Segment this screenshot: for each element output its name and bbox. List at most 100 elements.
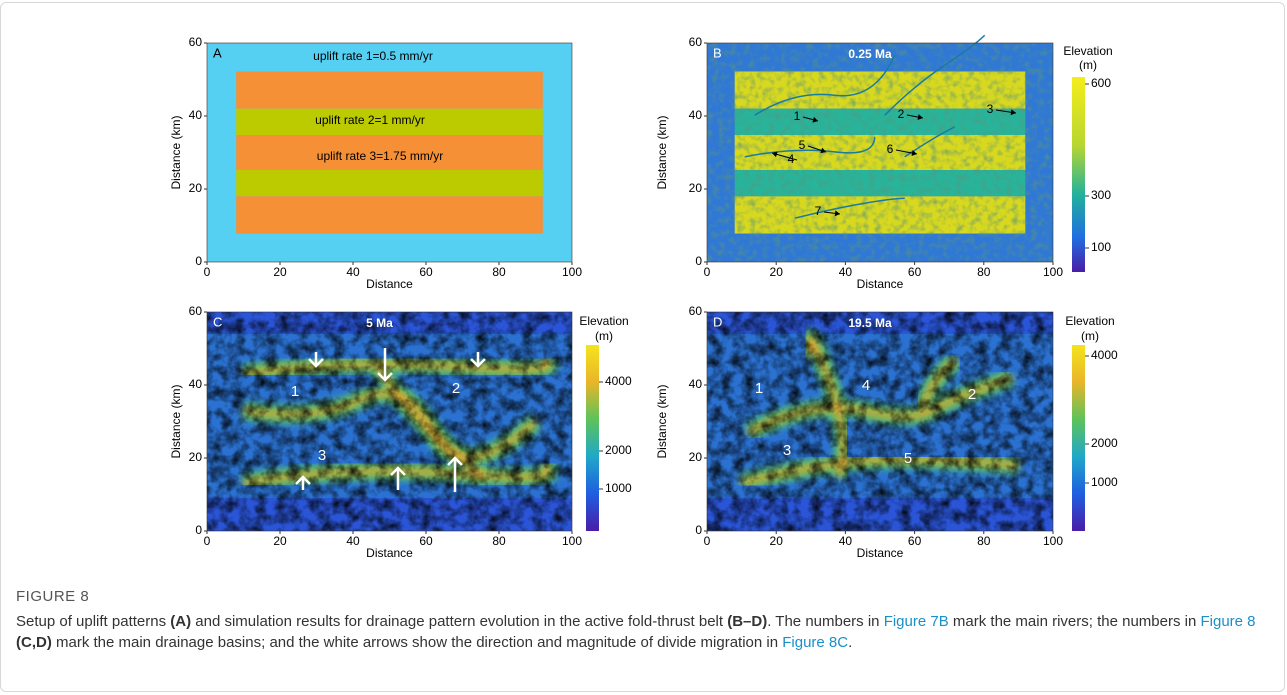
y-tick-label: 40 xyxy=(689,377,703,391)
x-tick-label: 20 xyxy=(273,534,287,548)
x-tick-label: 80 xyxy=(492,534,506,548)
river xyxy=(794,197,905,219)
caption-text: Setup of uplift patterns xyxy=(16,613,171,630)
y-tick-label: 40 xyxy=(189,377,203,391)
x-tick-label: 40 xyxy=(839,265,853,279)
x-tick-label: 80 xyxy=(492,265,506,279)
uplift-zone xyxy=(236,170,543,197)
time-label: 0.25 Ma xyxy=(848,47,892,61)
river-label: 6 xyxy=(887,142,894,156)
time-label: 5 Ma xyxy=(366,316,393,330)
river xyxy=(754,54,896,116)
y-tick-label: 20 xyxy=(189,181,203,195)
y-tick-label: 20 xyxy=(689,181,703,195)
uplift-zone xyxy=(236,196,543,234)
terrain-texture xyxy=(207,312,572,531)
basin-label: 2 xyxy=(452,380,460,397)
caption-text: mark the main drainage basins; and the w… xyxy=(51,634,783,651)
panel-letter: A xyxy=(213,45,222,60)
y-tick-label: 60 xyxy=(189,304,203,318)
caption-text: mark the main rivers; the numbers in xyxy=(948,613,1201,630)
caption-text: . The numbers in xyxy=(767,613,884,630)
colorbar-tick-label: 600 xyxy=(1091,76,1111,90)
x-tick-label: 80 xyxy=(977,265,991,279)
y-tick-label: 60 xyxy=(689,35,703,49)
river-label: 4 xyxy=(788,152,795,166)
y-tick-label: 0 xyxy=(195,523,202,537)
x-tick-label: 0 xyxy=(704,534,711,548)
colorbar-tick-label: 300 xyxy=(1091,188,1111,202)
migration-arrow-head xyxy=(390,466,406,476)
river-label: 1 xyxy=(794,109,801,123)
panel-letter: D xyxy=(713,314,722,329)
uplift-zone xyxy=(236,134,543,171)
y-tick-label: 0 xyxy=(695,254,702,268)
y-tick-label: 20 xyxy=(689,450,703,464)
terrain-texture xyxy=(707,312,1053,531)
caption-text: . xyxy=(848,634,853,651)
figure-link[interactable]: Figure 8 xyxy=(1200,613,1256,630)
colorbar xyxy=(586,345,599,531)
figure-link[interactable]: Figure 7B xyxy=(883,613,949,630)
x-tick-label: 60 xyxy=(419,534,433,548)
migration-arrow-head xyxy=(447,456,463,466)
x-tick-label: 40 xyxy=(346,534,360,548)
arrow-head xyxy=(812,116,818,123)
x-tick-label: 100 xyxy=(562,265,582,279)
river-label: 7 xyxy=(815,204,822,218)
basin-label: 1 xyxy=(291,383,299,400)
colorbar-unit: (m) xyxy=(1079,58,1097,72)
x-axis-label: Distance xyxy=(857,546,904,560)
basin-label: 2 xyxy=(968,386,976,403)
y-tick-label: 60 xyxy=(689,304,703,318)
y-axis-label: Distance (km) xyxy=(655,115,669,189)
arrow-head xyxy=(834,210,840,217)
colorbar-tick-label: 2000 xyxy=(1091,436,1118,450)
y-tick-label: 40 xyxy=(689,108,703,122)
uplift-zone xyxy=(236,71,543,109)
time-label: 19.5 Ma xyxy=(848,316,892,330)
caption-text: (A) xyxy=(170,613,192,630)
figure-link[interactable]: Figure 8C xyxy=(782,634,849,651)
colorbar xyxy=(1072,77,1085,272)
x-tick-label: 60 xyxy=(908,534,922,548)
figure-caption: Setup of uplift patterns (A) and simulat… xyxy=(16,611,1266,653)
river-label: 2 xyxy=(898,107,905,121)
y-axis-label: Distance (km) xyxy=(169,384,183,458)
x-tick-label: 20 xyxy=(273,265,287,279)
y-tick-label: 20 xyxy=(189,450,203,464)
annotation: uplift rate 3=1.75 mm/yr xyxy=(317,149,443,163)
river xyxy=(884,34,986,116)
y-tick-label: 0 xyxy=(695,523,702,537)
x-tick-label: 40 xyxy=(346,265,360,279)
colorbar xyxy=(1072,345,1085,531)
plot-frame xyxy=(706,311,1054,532)
colorbar-title: Elevation xyxy=(579,314,628,328)
y-axis-label: Distance (km) xyxy=(169,115,183,189)
basin-label: 1 xyxy=(755,380,763,397)
panel: 0 20 40 60 80 1000 20 40 60 Distance Distance (km)… xyxy=(169,304,632,560)
x-tick-label: 0 xyxy=(704,265,711,279)
x-tick-label: 60 xyxy=(908,265,922,279)
plot-frame xyxy=(706,42,1054,263)
basin-label: 3 xyxy=(318,447,326,464)
arrow-head xyxy=(911,150,917,157)
colorbar-unit: (m) xyxy=(1081,329,1099,343)
y-tick-label: 0 xyxy=(195,254,202,268)
x-tick-label: 60 xyxy=(419,265,433,279)
basin-label: 3 xyxy=(783,442,791,459)
basin-label: 5 xyxy=(904,450,912,467)
x-tick-label: 100 xyxy=(1043,534,1063,548)
plot-frame xyxy=(206,311,573,532)
y-tick-label: 40 xyxy=(189,108,203,122)
river xyxy=(744,136,876,158)
x-axis-label: Distance xyxy=(366,546,413,560)
arrow-head xyxy=(917,114,923,121)
colorbar-tick-label: 1000 xyxy=(605,481,632,495)
